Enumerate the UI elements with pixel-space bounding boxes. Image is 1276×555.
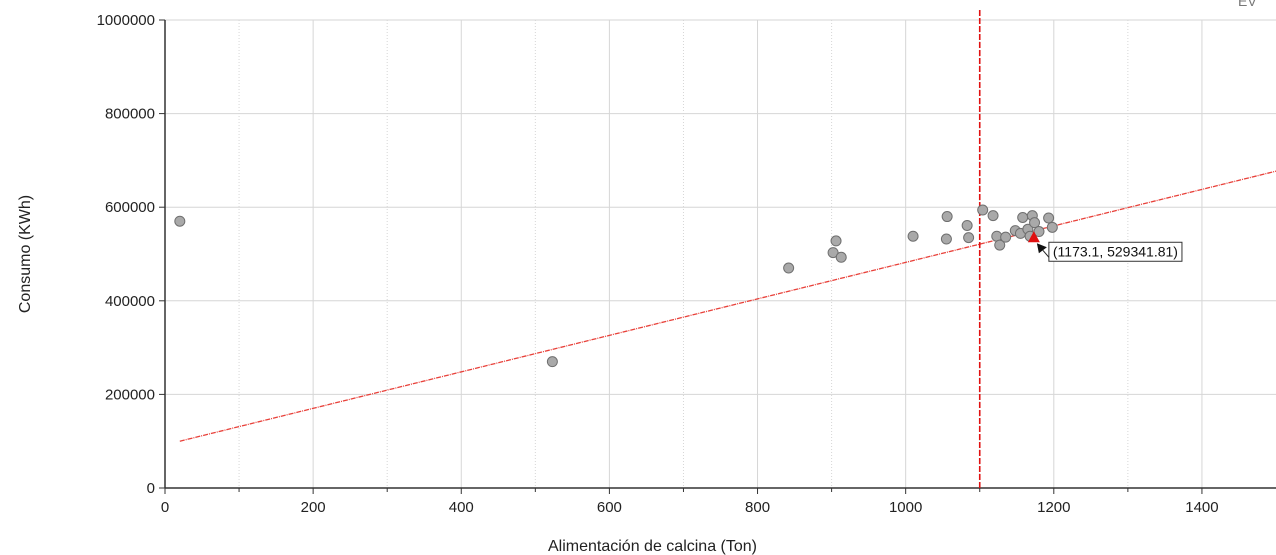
annotation-leader-line [1042,249,1050,258]
x-axis-ticks: 0 200 400 600 800 1000 1200 1400 [161,488,1219,516]
x-tick-label: 400 [449,499,474,516]
data-point [940,233,952,245]
point-annotation-label: (1173.1, 529341.81) [1053,243,1178,259]
data-point [835,251,847,263]
data-point [546,356,558,368]
data-point [994,239,1006,251]
x-tick-label: 1200 [1037,499,1070,516]
data-points [174,204,1058,368]
y-tick-label: 200000 [105,386,155,403]
x-tick-label: 1400 [1185,499,1218,516]
trend-line [179,170,1276,442]
y-tick-label: 400000 [105,293,155,310]
x-tick-label: 800 [745,499,770,516]
data-point [963,232,975,244]
data-point [827,247,839,259]
data-point [783,262,795,274]
data-point [907,230,919,242]
data-point [987,210,999,222]
selected-point-marker[interactable] [1027,231,1040,243]
x-tick-label: 1000 [889,499,922,516]
data-point [1046,221,1058,233]
y-axis-ticks: 0 200000 400000 600000 800000 1000000 [97,12,165,497]
y-tick-label: 800000 [105,106,155,123]
data-point [941,211,953,223]
data-point [830,235,842,247]
annotation-box [1048,241,1183,262]
x-tick-label: 600 [597,499,622,516]
y-tick-label: 0 [147,480,155,497]
x-tick-label: 0 [161,499,169,516]
annotation-arrow-icon [1036,243,1047,254]
data-point [1029,217,1041,229]
data-point [1043,212,1055,224]
data-point [174,215,186,227]
y-tick-label: 1000000 [97,12,155,29]
data-point [1000,231,1012,243]
x-axis-title: Alimentación de calcina (Ton) [548,538,757,555]
data-point [961,219,973,231]
y-tick-label: 600000 [105,199,155,216]
corner-label: EV [1238,0,1257,9]
data-point [1017,211,1029,223]
y-axis-title: Consumo (KWh) [17,195,34,313]
x-tick-label: 200 [301,499,326,516]
data-point [977,204,989,216]
axes [164,20,1276,489]
